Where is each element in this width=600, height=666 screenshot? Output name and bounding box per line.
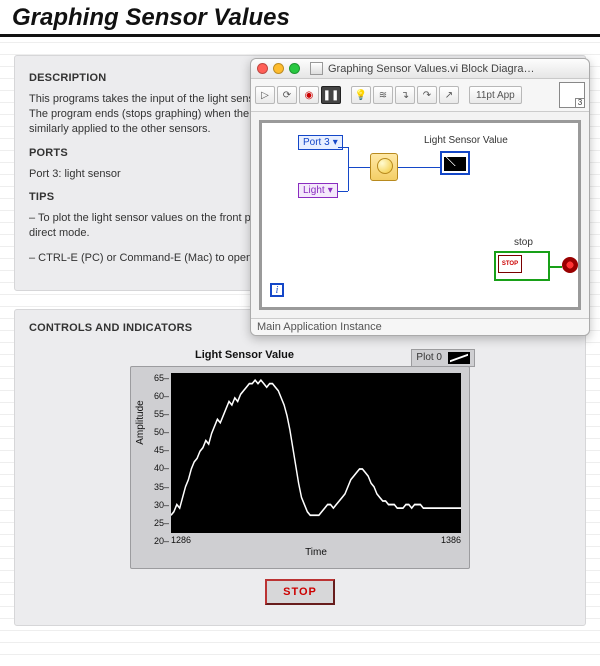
traffic-lights[interactable] — [257, 63, 300, 74]
chart-terminal[interactable] — [440, 151, 470, 175]
close-icon[interactable] — [257, 63, 268, 74]
controls-panel: CONTROLS AND INDICATORS Light Sensor Val… — [14, 309, 586, 626]
stop-terminal[interactable]: STOP — [494, 251, 550, 281]
block-diagram-window[interactable]: Graphing Sensor Values.vi Block Diagra… … — [250, 58, 590, 336]
document-icon — [310, 62, 323, 75]
zoom-icon[interactable] — [289, 63, 300, 74]
legend-swatch-icon — [448, 352, 470, 364]
step-into-icon[interactable]: ↴ — [395, 86, 415, 104]
chart-xticks: 12861386 — [171, 533, 461, 545]
stop-button[interactable]: STOP — [265, 579, 335, 605]
chart-caption: Light Sensor Value — [195, 349, 294, 361]
abort-icon[interactable]: ◉ — [299, 86, 319, 104]
loop-condition-terminal[interactable] — [562, 257, 578, 273]
chart-legend[interactable]: Plot 0 — [411, 349, 475, 367]
stop-mini-icon: STOP — [498, 255, 522, 273]
stop-terminal-label: stop — [514, 237, 533, 248]
font-selector[interactable]: 11pt App — [469, 86, 522, 104]
retain-wire-icon[interactable]: ≋ — [373, 86, 393, 104]
step-out-icon[interactable]: ↗ — [439, 86, 459, 104]
chart-xlabel: Time — [171, 547, 461, 558]
window-titlebar[interactable]: Graphing Sensor Values.vi Block Diagra… — [251, 59, 589, 79]
run-icon[interactable]: ▷ — [255, 86, 275, 104]
iteration-terminal: i — [270, 283, 284, 297]
chart-terminal-label: Light Sensor Value — [424, 135, 508, 146]
legend-label: Plot 0 — [416, 352, 442, 363]
step-over-icon[interactable]: ↷ — [417, 86, 437, 104]
page-title: Graphing Sensor Values — [0, 0, 600, 37]
vi-icon[interactable] — [559, 82, 585, 108]
block-diagram-canvas[interactable]: Port 3 Light Light Sensor Value i stop S… — [259, 120, 581, 310]
waveform-chart: Light Sensor Value Plot 0 Amplitude 65–6… — [130, 366, 470, 569]
read-sensor-subvi[interactable] — [370, 153, 398, 181]
chart-ylabel: Amplitude — [135, 401, 146, 445]
port-ring-constant[interactable]: Port 3 — [298, 135, 343, 150]
window-statusbar: Main Application Instance — [251, 318, 589, 335]
window-toolbar: ▷ ⟳ ◉ ❚❚ 💡 ≋ ↴ ↷ ↗ 11pt App — [251, 79, 589, 112]
run-continuous-icon[interactable]: ⟳ — [277, 86, 297, 104]
minimize-icon[interactable] — [273, 63, 284, 74]
highlight-exec-icon[interactable]: 💡 — [351, 86, 371, 104]
chart-plot-area — [171, 373, 461, 533]
chart-yticks: 65–60–55–50–45–40–35–30–25–20– — [151, 373, 169, 546]
light-ring-constant[interactable]: Light — [298, 183, 338, 198]
window-title: Graphing Sensor Values.vi Block Diagra… — [328, 63, 583, 75]
pause-icon[interactable]: ❚❚ — [321, 86, 341, 104]
